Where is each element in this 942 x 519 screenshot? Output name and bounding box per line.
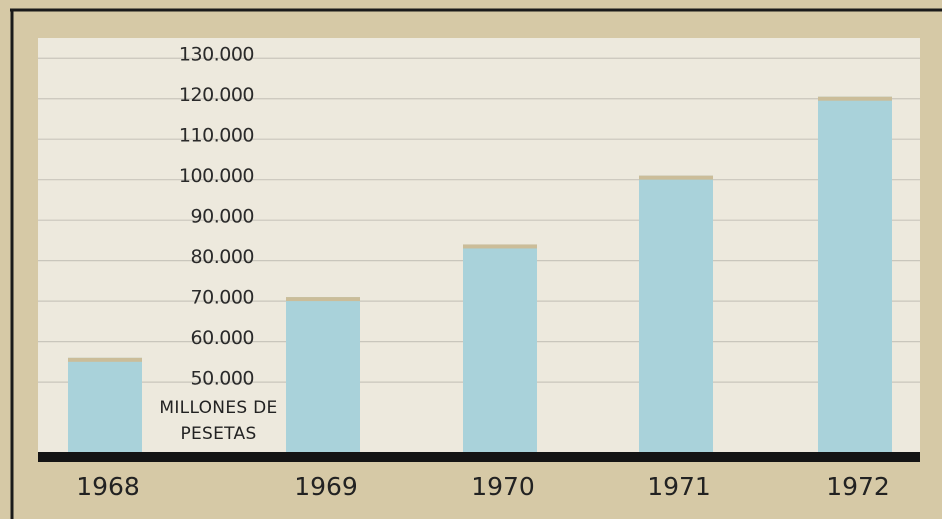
bar-cap [286, 297, 360, 302]
y-tick-label: 120.000 [179, 84, 254, 106]
y-tick-label: 80.000 [191, 246, 254, 268]
y-tick-label: 50.000 [191, 368, 254, 390]
x-tick-label: 1968 [76, 472, 140, 501]
y-tick-label: 110.000 [179, 125, 254, 147]
baseline [38, 452, 920, 462]
bar [68, 357, 142, 457]
bar [463, 244, 537, 457]
x-tick-label: 1971 [647, 472, 711, 501]
y-axis-label: MILLONES DE PESETAS [159, 398, 278, 444]
x-tick-label: 1972 [826, 472, 890, 501]
labels: 50.000 60.000 70.000 80.000 90.000 100.000 110… [76, 44, 890, 501]
bar [639, 175, 713, 457]
y-tick-label: 70.000 [191, 287, 254, 309]
bar [286, 297, 360, 457]
y-tick-label: 130.000 [179, 44, 254, 66]
bar-cap [463, 244, 537, 249]
y-tick-label: 60.000 [191, 327, 254, 349]
bar [818, 96, 892, 457]
y-tick-label: 90.000 [191, 206, 254, 228]
x-tick-label: 1970 [471, 472, 535, 501]
bar-cap [68, 357, 142, 362]
bar-cap [639, 175, 713, 180]
x-tick-label: 1969 [294, 472, 358, 501]
bar-cap [818, 96, 892, 101]
bars [68, 96, 892, 457]
y-tick-label: 100.000 [179, 165, 254, 187]
